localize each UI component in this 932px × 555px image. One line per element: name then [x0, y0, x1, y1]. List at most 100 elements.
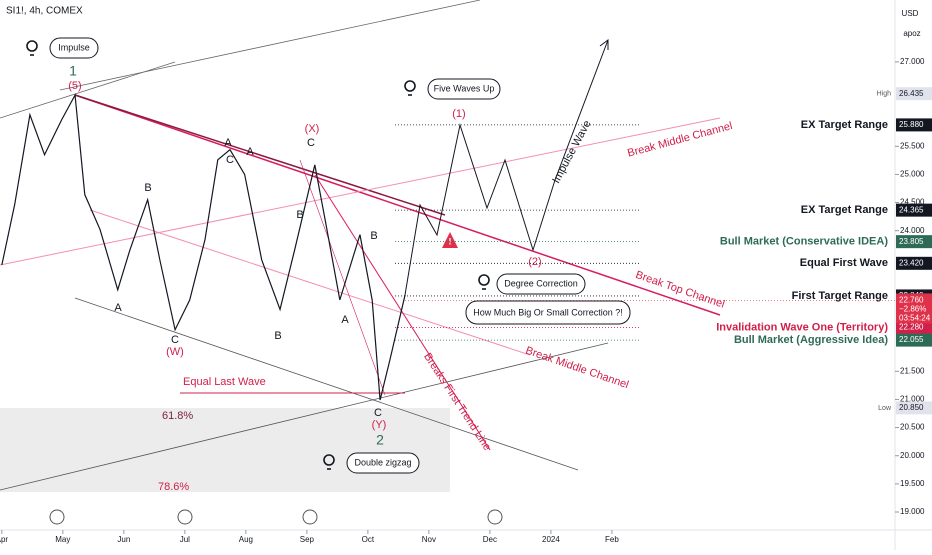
annotation: How Much Big Or Small Correction ?!: [473, 307, 623, 317]
price-box-label: 23.420: [899, 258, 924, 267]
price-box: [896, 235, 932, 249]
x-tick-label: Aug: [239, 535, 253, 544]
countdown: 03:54:24: [899, 314, 931, 323]
wave-label: 2: [376, 432, 384, 448]
price-box: [896, 87, 932, 101]
price-box: [896, 203, 932, 217]
wave-label: C: [226, 154, 234, 166]
y-tick-label: 21.500: [900, 366, 925, 375]
wave-label: (Y): [372, 419, 387, 431]
bubble: [427, 78, 501, 100]
level-label: Bull Market (Aggressive Idea): [734, 334, 888, 346]
wave-labels: 1 (5) 2 (X) C (W) (Y) C (1) (2) A B A B …: [68, 63, 541, 448]
price-box: [896, 256, 932, 270]
wave-label: A: [341, 314, 349, 326]
annotation: Impulse Wave: [550, 119, 593, 186]
wave-label: A: [246, 146, 254, 158]
fib-zone: [0, 408, 450, 492]
x-tick-label: Feb: [605, 535, 619, 544]
trend-line: [0, 61, 176, 119]
wave-label: B: [274, 330, 281, 342]
currency: USD: [902, 9, 919, 18]
y-tick-label: 25.000: [900, 170, 925, 179]
projection: [404, 39, 609, 296]
bulb: [26, 40, 38, 52]
bulb: [478, 274, 490, 286]
y-tick-label: 24.000: [900, 226, 925, 235]
price-box-label: 25.880: [899, 120, 924, 129]
x-tick-label: Apr: [0, 535, 8, 544]
annotation: Break Middle Channel: [524, 345, 630, 392]
level-label: EX Target Range: [801, 119, 888, 131]
x-tick-label: Sep: [300, 535, 315, 544]
price-axis: [895, 0, 932, 550]
x-tick-label: Jul: [180, 535, 190, 544]
y-tick-label: 19.000: [900, 507, 925, 516]
wave-label: (2): [528, 256, 541, 268]
price-box: [896, 320, 932, 334]
level-label: Bull Market (Conservative IDEA): [720, 236, 888, 248]
y-tick-label: 27.000: [900, 57, 925, 66]
bubble: [49, 37, 99, 59]
trend-line: [59, 0, 481, 91]
wave-label: (5): [68, 80, 81, 92]
symbol: SI1!, 4h, COMEX: [6, 6, 83, 17]
wave-label: B: [144, 182, 151, 194]
x-tick-label: May: [55, 535, 70, 544]
price-box-label: 24.365: [899, 205, 924, 214]
bubble: [465, 300, 631, 325]
wave-label: 1: [69, 63, 77, 79]
x-tick-label: Oct: [362, 535, 375, 544]
wave-label: (W): [166, 346, 184, 358]
warning-icon: [442, 232, 458, 248]
bulb: [404, 80, 416, 92]
annotation: Equal Last Wave: [183, 376, 266, 388]
lower-channel: [0, 342, 609, 491]
annotation: Degree Correction: [504, 278, 578, 288]
bulb-icons: [26, 40, 490, 470]
wave-label: (1): [452, 108, 465, 120]
last-change: −2.86%: [899, 305, 926, 314]
channel-line: [74, 94, 446, 216]
wave-label: C: [374, 407, 382, 419]
extreme-label: Low: [878, 405, 892, 412]
lower-channel: [74, 297, 579, 471]
wave-label: C: [171, 334, 179, 346]
fib-label: 61.8%: [162, 410, 193, 422]
price-box-label: 22.280: [899, 323, 924, 332]
price-box-label: 22.055: [899, 335, 924, 344]
price-box-label: 20.850: [899, 403, 924, 412]
price-line: [1, 93, 406, 401]
bubble: [496, 273, 586, 295]
wave-label: B: [370, 230, 377, 242]
level-label: First Target Range: [792, 290, 888, 302]
first-trend-line: [299, 159, 386, 396]
wave-label: B: [296, 209, 303, 221]
wave-label: (X): [305, 123, 320, 135]
level-label: Equal First Wave: [800, 257, 888, 269]
bulb: [323, 454, 335, 466]
middle-channel: [0, 117, 721, 266]
y-tick-label: 24.500: [900, 198, 925, 207]
bubble: [346, 452, 420, 474]
annotation: Five Waves Up: [434, 83, 495, 93]
icon: [302, 509, 318, 525]
author: apoz: [903, 29, 920, 38]
fib-label: 78.6%: [158, 481, 189, 493]
y-tick-label: 21.000: [900, 395, 925, 404]
price-box-label: 23.805: [899, 237, 924, 246]
last-price: 22.760: [899, 296, 924, 305]
middle-channel: [89, 209, 531, 356]
last-price-box: [896, 293, 932, 324]
x-tick-label: Nov: [422, 535, 436, 544]
y-tick-label: 20.500: [900, 423, 925, 432]
icon: [177, 509, 193, 525]
annotation: Impulse: [58, 42, 90, 52]
price-box: [896, 118, 932, 132]
wave-label: A: [224, 137, 232, 149]
price-box: [896, 401, 932, 415]
x-tick-label: Jun: [117, 535, 130, 544]
x-tick-label: 2024: [542, 535, 560, 544]
icon: [49, 509, 65, 525]
